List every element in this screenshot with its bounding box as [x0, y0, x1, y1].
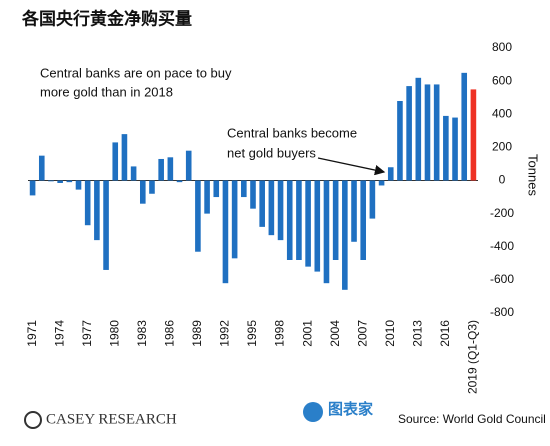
y-tick-label: -200 [490, 206, 514, 220]
bar [158, 158, 164, 181]
bar [277, 180, 284, 241]
x-tick-label: 2001 [300, 320, 314, 347]
bar [286, 180, 293, 260]
x-tick-label: 1983 [135, 320, 149, 347]
bar [121, 134, 128, 181]
bar [406, 86, 412, 181]
annotation: more gold than in 2018 [40, 84, 173, 99]
x-tick-label: 1998 [273, 320, 287, 347]
bar [185, 150, 192, 181]
bar [268, 180, 275, 236]
y-tick-label: -800 [490, 305, 514, 319]
bar [342, 180, 348, 290]
x-tick-label: 1974 [52, 320, 66, 347]
x-tick-label: 1995 [245, 320, 259, 347]
bar [48, 180, 54, 182]
x-tick-label: 2007 [355, 320, 369, 347]
bar [29, 180, 36, 196]
source: Source: World Gold Council [398, 412, 546, 426]
annotation: net gold buyers [227, 145, 316, 160]
watermark: 图表家 [328, 400, 373, 418]
bar [130, 166, 137, 181]
brand: CASEY RESEARCH [46, 411, 177, 427]
bar [38, 155, 45, 181]
bar [351, 180, 357, 242]
bar [415, 77, 422, 181]
bar [167, 157, 174, 181]
y-tick-label: 600 [492, 73, 512, 87]
bar [296, 180, 302, 260]
x-tick-label: 2004 [328, 320, 342, 347]
annotation: Central banks become [227, 125, 357, 140]
bar [259, 180, 265, 227]
bar [204, 180, 210, 214]
bar [360, 180, 367, 260]
chart-title: 各国央行黄金净购买量 [21, 8, 192, 28]
y-tick-label: 800 [492, 40, 512, 54]
bar [387, 167, 394, 181]
bar [57, 180, 63, 183]
x-tick-label: 1992 [218, 320, 232, 347]
y-axis-label: Tonnes [526, 154, 541, 196]
bar [139, 180, 146, 204]
y-tick-label: 400 [492, 106, 512, 120]
bar [250, 180, 256, 209]
bar [305, 180, 311, 267]
x-tick-label: 1980 [107, 320, 121, 347]
x-tick-label: 2019 (Q1-Q3) [466, 320, 480, 394]
bar [369, 180, 376, 219]
x-tick-label: 1986 [163, 320, 177, 347]
x-tick-label: 1977 [80, 320, 94, 347]
bar [314, 180, 321, 272]
bar [112, 142, 119, 181]
x-tick-label: 2010 [383, 320, 397, 347]
bar [103, 180, 109, 270]
bar [332, 180, 339, 260]
bar [231, 180, 238, 259]
bar [443, 115, 449, 181]
bar [94, 180, 100, 241]
brand-logo [24, 411, 42, 429]
watermark-logo [303, 402, 323, 422]
bar [75, 180, 82, 190]
bar [378, 180, 385, 186]
bar [176, 180, 183, 183]
bar [84, 180, 91, 226]
y-tick-label: -400 [490, 239, 514, 253]
x-tick-label: 1989 [190, 320, 204, 347]
x-tick-label: 2013 [410, 320, 424, 347]
bar [195, 180, 201, 252]
bar [241, 180, 247, 198]
bar [213, 180, 220, 198]
x-tick-label: 1971 [25, 320, 39, 347]
bar [424, 84, 431, 181]
annotation: Central banks are on pace to buy [40, 65, 232, 80]
annotation-arrow [317, 157, 386, 176]
y-tick-label: 0 [499, 173, 506, 187]
bar [470, 89, 477, 181]
bar [222, 180, 229, 284]
y-tick-label: 200 [492, 140, 512, 154]
bar [433, 84, 440, 181]
bar [323, 180, 330, 284]
x-tick-label: 2016 [438, 320, 452, 347]
y-tick-label: -600 [490, 272, 514, 286]
bar [149, 180, 155, 194]
bar [66, 180, 73, 183]
bar [452, 117, 458, 181]
bar [397, 101, 403, 181]
bar [461, 72, 468, 181]
